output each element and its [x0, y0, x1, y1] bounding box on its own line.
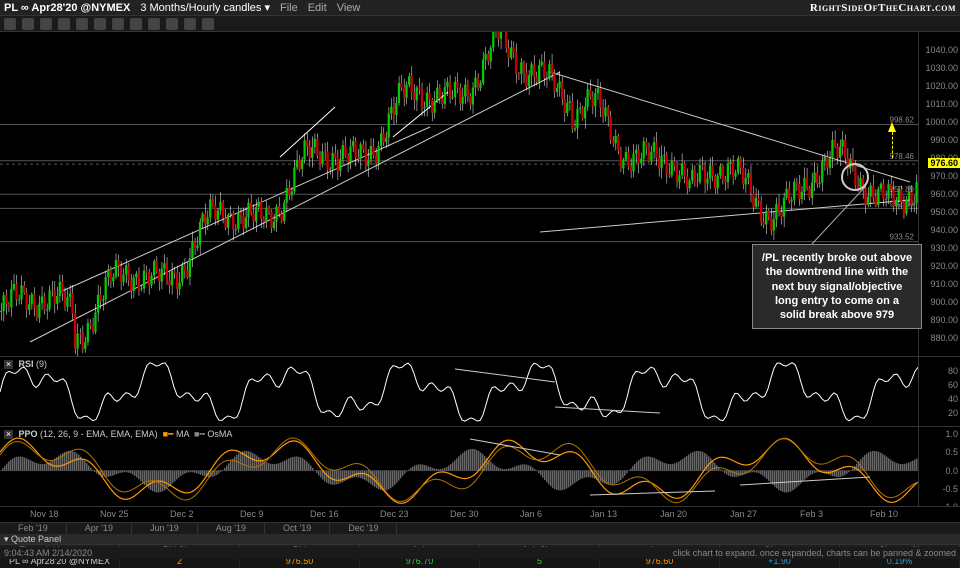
period-tab[interactable]: Dec '19 [330, 523, 397, 534]
ppo-y-axis: -1.0-0.50.00.51.0 [918, 427, 960, 506]
rsi-name: RSI [19, 359, 34, 369]
breakout-circle [841, 163, 869, 191]
top-bar: PL ∞ Apr28'20 @NYMEX 3 Months/Hourly can… [0, 0, 960, 16]
tool-icon[interactable] [202, 18, 214, 30]
ppo-legend-ma: MA [176, 429, 189, 439]
ppo-name: PPO [19, 429, 38, 439]
time-axis: Nov 18 Nov 25 Dec 2 Dec 9 Dec 16 Dec 23 Dec 30… [0, 506, 960, 522]
svg-text:978.46: 978.46 [890, 152, 915, 161]
tool-icon[interactable] [166, 18, 178, 30]
close-icon[interactable]: × [4, 430, 13, 439]
x-tick: Dec 30 [450, 509, 479, 519]
menu-file[interactable]: File [280, 2, 298, 14]
chart-area: 880.00890.00900.00910.00920.00930.00940.… [0, 32, 960, 568]
tool-icon[interactable] [40, 18, 52, 30]
ppo-legend-osma: OsMA [207, 429, 232, 439]
tool-icon[interactable] [58, 18, 70, 30]
x-tick: Nov 18 [30, 509, 59, 519]
tool-icon[interactable] [76, 18, 88, 30]
x-tick: Nov 25 [100, 509, 129, 519]
tool-icon[interactable] [94, 18, 106, 30]
x-tick: Feb 10 [870, 509, 898, 519]
x-tick: Dec 23 [380, 509, 409, 519]
status-bar: 9:04:43 AM 2/14/2020 click chart to expa… [0, 547, 960, 559]
target-arrow-head [888, 122, 896, 132]
x-tick: Jan 20 [660, 509, 687, 519]
close-icon[interactable]: × [4, 360, 13, 369]
x-tick: Dec 2 [170, 509, 194, 519]
tool-icon[interactable] [4, 18, 16, 30]
x-tick: Feb 3 [800, 509, 823, 519]
ppo-label: × PPO (12, 26, 9 - EMA, EMA, EMA) ■━ MA … [4, 429, 232, 440]
footer-hint: click chart to expand. once expanded, ch… [673, 548, 956, 558]
brand-label: RightSideOfTheChart.com [810, 2, 956, 14]
period-tab[interactable]: Feb '19 [0, 523, 67, 534]
tool-icon[interactable] [22, 18, 34, 30]
x-tick: Dec 9 [240, 509, 264, 519]
rsi-y-axis: 20406080 [918, 357, 960, 426]
target-arrow-stem [892, 132, 893, 158]
tool-icon[interactable] [148, 18, 160, 30]
tool-icon[interactable] [184, 18, 196, 30]
period-tab[interactable]: Jun '19 [132, 523, 198, 534]
toolbar [0, 16, 960, 32]
rsi-svg [0, 357, 918, 427]
price-y-axis: 880.00890.00900.00910.00920.00930.00940.… [918, 32, 960, 356]
x-tick: Jan 6 [520, 509, 542, 519]
chart-annotation: /PL recently broke out above the downtre… [752, 244, 922, 329]
ppo-params: (12, 26, 9 - EMA, EMA, EMA) [40, 429, 158, 439]
period-tab[interactable]: Apr '19 [67, 523, 132, 534]
menu-view[interactable]: View [337, 2, 361, 14]
price-chart[interactable]: 880.00890.00900.00910.00920.00930.00940.… [0, 32, 960, 356]
svg-text:933.52: 933.52 [890, 233, 915, 242]
x-tick: Dec 16 [310, 509, 339, 519]
x-tick: Jan 13 [590, 509, 617, 519]
period-tab[interactable]: Aug '19 [198, 523, 265, 534]
tool-icon[interactable] [112, 18, 124, 30]
rsi-params: (9) [36, 359, 47, 369]
rsi-panel[interactable]: × RSI (9) 20406080 [0, 356, 960, 426]
period-tab[interactable]: Oct '19 [265, 523, 330, 534]
quote-panel-header[interactable]: ▾ Quote Panel [0, 534, 960, 544]
symbol-label[interactable]: PL ∞ Apr28'20 @NYMEX [4, 2, 130, 14]
rsi-label: × RSI (9) [4, 359, 47, 369]
period-tabs: Feb '19Apr '19Jun '19Aug '19Oct '19Dec '… [0, 522, 960, 534]
tool-icon[interactable] [130, 18, 142, 30]
quote-panel-title: Quote Panel [11, 534, 61, 544]
ppo-panel[interactable]: × PPO (12, 26, 9 - EMA, EMA, EMA) ■━ MA … [0, 426, 960, 506]
menu-edit[interactable]: Edit [308, 2, 327, 14]
x-tick: Jan 27 [730, 509, 757, 519]
timestamp: 9:04:43 AM 2/14/2020 [4, 548, 92, 558]
timeframe-selector[interactable]: 3 Months/Hourly candles ▾ [140, 1, 270, 14]
